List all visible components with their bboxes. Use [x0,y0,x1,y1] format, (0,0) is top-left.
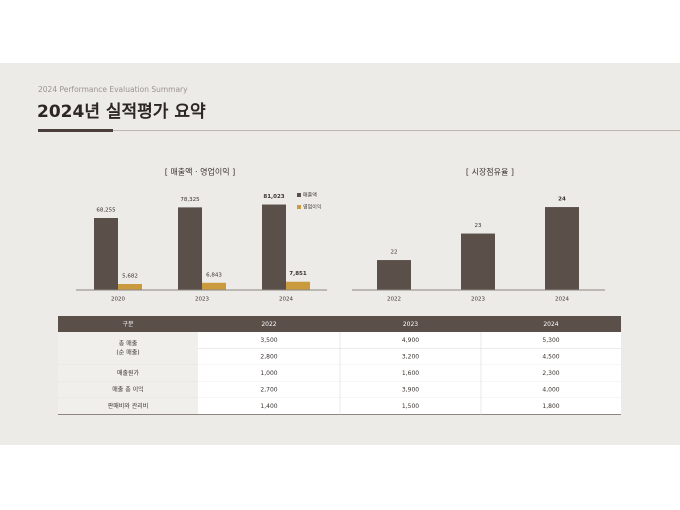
table-cell: 5,300 [542,337,559,344]
value-label: 68,255 [96,208,116,214]
table-header-cell: 2023 [403,321,418,328]
x-tick-label: 2023 [471,297,485,303]
x-tick-label: 2024 [555,297,569,303]
row-cells [198,365,621,382]
chart-title: [ 시장점유율 ] [466,167,514,177]
x-tick-label: 2020 [111,297,125,303]
table-cell: 1,600 [402,370,419,377]
table-cell: 3,900 [402,386,419,393]
table-cell: 2,800 [260,353,277,360]
bar [262,204,286,290]
bar [118,284,142,290]
value-label: 5,682 [122,274,138,280]
row-label: 매출 총 이익 [112,385,143,393]
row-label: 판매비와 관리비 [108,402,149,410]
table-cell: 3,200 [402,353,419,360]
row-label: 총 매출 [119,340,138,348]
bar [178,207,202,290]
value-label: 78,325 [180,197,200,203]
table-cell: 2,700 [260,386,277,393]
bar [202,282,226,290]
row-label-cell [58,332,198,365]
value-label: 81,023 [263,194,284,200]
legend-label: 영업이익 [303,204,321,211]
table-cell: 1,400 [260,403,277,410]
table-cell: 2,300 [542,370,559,377]
bar [545,207,579,290]
row-label-cell [58,365,198,382]
table-cell: 1,800 [542,403,559,410]
legend-swatch [297,205,301,209]
bar [377,260,411,290]
title: 2024년 실적평가 요약 [37,101,206,122]
subtitle: 2024 Performance Evaluation Summary [38,85,188,94]
value-label: 24 [558,197,566,203]
legend-swatch [297,193,301,197]
row-label-cell [58,398,198,415]
table-header-cell: 2022 [261,321,276,328]
table-cell: 3,500 [260,337,277,344]
legend-label: 매출액 [303,192,317,199]
table-cell: 1,500 [402,403,419,410]
x-tick-label: 2023 [195,297,209,303]
row-label-cell [58,381,198,398]
row-cells [198,398,621,415]
x-tick-label: 2024 [279,297,293,303]
value-label: 7,851 [289,271,307,277]
value-label: 23 [475,223,482,229]
table-cell: 4,500 [542,353,559,360]
x-tick-label: 2022 [387,297,401,303]
row-label: (순 매출) [116,349,139,357]
bar [461,233,495,290]
table-header [58,316,621,332]
value-label: 6,843 [206,272,222,278]
bar [286,281,310,290]
table-cell: 1,000 [260,370,277,377]
row-cells [198,381,621,398]
bar [94,218,118,290]
table-header-cell: 2024 [543,321,558,328]
table-cell: 4,000 [542,386,559,393]
table-header-cell: 구분 [122,321,134,328]
chart-title: [ 매출액 · 영업이익 ] [165,167,235,177]
table-cell: 4,900 [402,337,419,344]
value-label: 22 [391,250,398,256]
row-label: 매출원가 [117,369,140,377]
